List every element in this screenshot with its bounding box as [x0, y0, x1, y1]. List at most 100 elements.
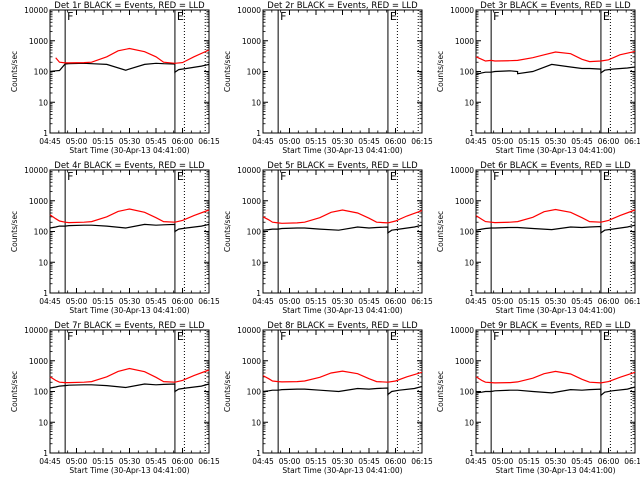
y-tick-label: 100 [247, 388, 262, 397]
y-tick-label: 1000 [455, 357, 474, 366]
y-tick-label: 10000 [24, 166, 48, 175]
y-tick-label: 1 [469, 449, 474, 458]
x-tick-label: 05:45 [358, 457, 380, 466]
chart-title: Det 6r BLACK = Events, RED = LLD [480, 161, 631, 171]
x-tick-label: 05:00 [492, 297, 514, 306]
y-tick-label: 100 [247, 68, 262, 77]
x-tick-label: 05:00 [66, 297, 88, 306]
lld-series-line [475, 50, 636, 63]
x-tick-label: 06:00 [598, 137, 620, 146]
x-tick-label: 05:00 [492, 137, 514, 146]
x-tick-label: 05:30 [545, 137, 567, 146]
y-tick-label: 10000 [24, 326, 48, 335]
y-tick-label: 1000 [455, 37, 474, 46]
x-tick-label: 05:00 [279, 137, 301, 146]
marker-label: F [67, 10, 73, 23]
x-tick-label: 06:15 [198, 457, 220, 466]
y-tick-label: 10000 [237, 166, 261, 175]
lld-series-line [262, 209, 423, 224]
lld-series-line [49, 208, 210, 224]
x-tick-label: 05:45 [145, 457, 167, 466]
y-tick-label: 1000 [29, 357, 48, 366]
events-series-line [49, 62, 210, 74]
x-axis-label: Start Time (30-Apr-13 04:41:00) [495, 466, 615, 475]
x-tick-label: 05:45 [571, 457, 593, 466]
y-tick-label: 10000 [24, 6, 48, 15]
x-tick-label: 05:15 [305, 137, 327, 146]
x-tick-label: 05:30 [332, 457, 354, 466]
y-tick-label: 1 [256, 289, 261, 298]
y-tick-label: 10000 [237, 326, 261, 335]
marker-label: F [493, 10, 499, 23]
y-axis-label: Counts/sec [223, 211, 232, 252]
y-tick-label: 1 [256, 129, 261, 138]
plot-frame [475, 169, 636, 294]
chart-panel-3: Det 3r BLACK = Events, RED = LLD 1 10 100 10… [436, 1, 640, 155]
chart-panel-4: Det 4r BLACK = Events, RED = LLD 1 10 100 10… [10, 161, 220, 315]
y-tick-label: 100 [34, 228, 49, 237]
x-tick-label: 05:30 [545, 297, 567, 306]
y-tick-label: 1000 [242, 357, 261, 366]
chart-title: Det 1r BLACK = Events, RED = LLD [54, 1, 205, 11]
x-tick-label: 06:15 [624, 457, 640, 466]
x-axis-label: Start Time (30-Apr-13 04:41:00) [69, 306, 189, 315]
x-tick-label: 05:15 [92, 457, 114, 466]
x-tick-label: 06:00 [385, 457, 407, 466]
x-tick-label: 06:00 [172, 297, 194, 306]
x-tick-label: 05:30 [545, 457, 567, 466]
y-tick-label: 100 [247, 228, 262, 237]
lld-series-line [262, 370, 423, 383]
x-tick-label: 05:30 [332, 137, 354, 146]
y-tick-label: 1 [43, 449, 48, 458]
x-tick-label: 05:45 [358, 137, 380, 146]
lld-series-line [49, 367, 210, 384]
y-tick-label: 100 [460, 68, 475, 77]
x-tick-label: 06:15 [198, 137, 220, 146]
marker-label: F [280, 170, 286, 183]
x-tick-label: 06:15 [624, 137, 640, 146]
x-tick-label: 04:45 [39, 137, 61, 146]
y-tick-label: 1000 [242, 197, 261, 206]
y-tick-label: 10 [251, 418, 261, 427]
chart-panel-7: Det 7r BLACK = Events, RED = LLD 1 10 100 10… [10, 321, 220, 475]
x-axis-label: Start Time (30-Apr-13 04:41:00) [495, 306, 615, 315]
x-tick-label: 06:00 [598, 457, 620, 466]
x-tick-label: 05:15 [518, 137, 540, 146]
chart-panel-9: Det 9r BLACK = Events, RED = LLD 1 10 100 10… [436, 321, 640, 475]
x-tick-label: 06:00 [172, 137, 194, 146]
events-series-line [262, 385, 423, 396]
x-tick-label: 06:00 [172, 457, 194, 466]
chart-panel-8: Det 8r BLACK = Events, RED = LLD 1 10 100 10… [223, 321, 433, 475]
x-tick-label: 05:30 [119, 457, 141, 466]
y-axis-label: Counts/sec [10, 211, 19, 252]
lld-series-line [475, 370, 636, 384]
x-tick-label: 06:00 [385, 137, 407, 146]
chart-panel-6: Det 6r BLACK = Events, RED = LLD 1 10 100 10… [436, 161, 640, 315]
x-tick-label: 05:45 [571, 297, 593, 306]
plot-frame [49, 169, 210, 294]
x-axis-label: Start Time (30-Apr-13 04:41:00) [495, 146, 615, 155]
x-tick-label: 05:00 [279, 457, 301, 466]
marker-label: E [603, 170, 610, 183]
plot-frame [49, 9, 210, 134]
y-tick-label: 100 [460, 388, 475, 397]
x-tick-label: 05:15 [305, 297, 327, 306]
x-tick-label: 05:15 [518, 297, 540, 306]
chart-title: Det 8r BLACK = Events, RED = LLD [267, 321, 418, 331]
marker-label: E [603, 10, 610, 23]
y-axis-label: Counts/sec [436, 51, 445, 92]
events-series-line [262, 224, 423, 235]
plot-frame [262, 9, 423, 134]
chart-title: Det 2r BLACK = Events, RED = LLD [267, 1, 418, 11]
x-tick-label: 05:30 [119, 137, 141, 146]
x-tick-label: 05:15 [305, 457, 327, 466]
events-series-line [49, 383, 210, 393]
y-axis-label: Counts/sec [10, 51, 19, 92]
y-tick-label: 1000 [242, 37, 261, 46]
x-tick-label: 05:45 [145, 297, 167, 306]
chart-title: Det 4r BLACK = Events, RED = LLD [54, 161, 205, 171]
x-tick-label: 05:15 [92, 297, 114, 306]
y-tick-label: 10000 [450, 6, 474, 15]
y-tick-label: 10 [464, 98, 474, 107]
y-tick-label: 1000 [455, 197, 474, 206]
